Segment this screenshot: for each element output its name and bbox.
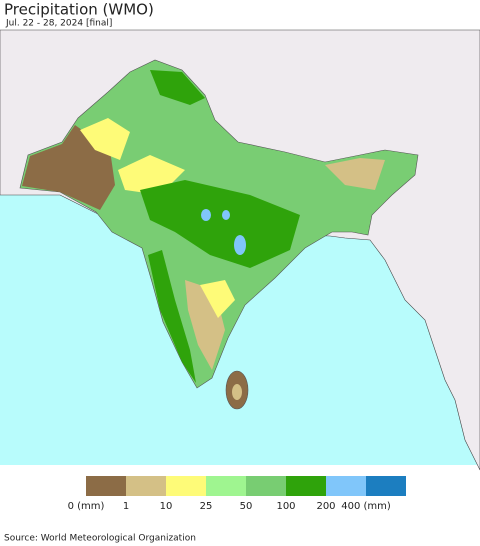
legend-label: 25 — [200, 501, 213, 512]
legend-swatch — [326, 476, 366, 496]
legend: 0 (mm) 1 10 25 50 100 200 400 (mm) — [68, 476, 406, 512]
legend-swatch — [246, 476, 286, 496]
legend-swatch — [126, 476, 166, 496]
tan-area — [325, 158, 385, 190]
legend-swatch — [86, 476, 126, 496]
map — [0, 29, 480, 471]
yellow-area — [80, 118, 130, 160]
legend-swatch — [286, 476, 326, 496]
legend-label: 1 — [123, 501, 129, 512]
legend-label: 400 (mm) — [341, 501, 391, 512]
legend-label: 50 — [240, 501, 253, 512]
wet-area — [140, 180, 300, 268]
blue-area — [234, 235, 246, 255]
yellow-area — [200, 280, 235, 318]
subtitle: Jul. 22 - 28, 2024 [final] — [5, 19, 112, 29]
legend-swatch — [166, 476, 206, 496]
legend-label: 200 — [316, 501, 335, 512]
legend-label: 0 (mm) — [68, 501, 105, 512]
dry-area — [22, 125, 115, 210]
blue-area — [222, 210, 230, 220]
legend-label: 10 — [160, 501, 173, 512]
blue-area — [201, 209, 211, 221]
tan-area — [232, 384, 242, 400]
source: Source: World Meteorological Organizatio… — [4, 534, 196, 544]
legend-label: 100 — [276, 501, 295, 512]
title: Precipitation (WMO) — [4, 1, 154, 19]
legend-swatch — [366, 476, 406, 496]
wet-area — [148, 250, 196, 383]
wet-area — [150, 70, 205, 105]
legend-swatch — [206, 476, 246, 496]
